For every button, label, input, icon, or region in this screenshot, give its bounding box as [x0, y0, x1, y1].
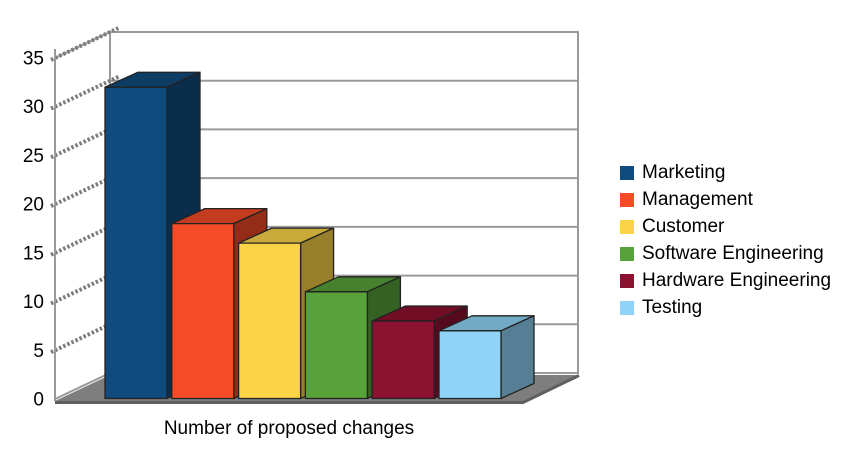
- legend-item: Marketing: [620, 159, 831, 186]
- y-axis-tick-label: 35: [23, 48, 44, 69]
- bar-testing: [438, 315, 535, 400]
- legend-item: Testing: [620, 294, 831, 321]
- x-axis-title: Number of proposed changes: [163, 418, 415, 439]
- legend-item: Software Engineering: [620, 240, 831, 267]
- tick-hatch: [50, 25, 121, 62]
- y-axis-tick-label: 5: [33, 341, 44, 362]
- legend-swatch: [620, 192, 634, 207]
- legend-label: Testing: [642, 296, 703, 318]
- chart-legend: Marketing Management Customer Software Engi…: [620, 159, 831, 321]
- legend-swatch: [620, 219, 634, 234]
- legend-swatch: [620, 165, 634, 180]
- legend-item: Management: [620, 186, 831, 213]
- legend-label: Management: [642, 188, 753, 210]
- legend-item: Hardware Engineering: [620, 267, 831, 294]
- legend-label: Software Engineering: [642, 242, 824, 264]
- y-axis-tick-label: 20: [23, 195, 44, 216]
- y-axis-tick-label: 10: [23, 292, 44, 313]
- legend-swatch: [620, 273, 634, 288]
- y-axis-tick-label: 30: [23, 97, 44, 118]
- legend-item: Customer: [620, 213, 831, 240]
- floor-front-edge: [55, 374, 580, 404]
- left-wall: [54, 30, 111, 401]
- tick-hatch: [50, 74, 121, 111]
- legend-label: Marketing: [642, 161, 726, 183]
- y-axis-tick-label: 25: [23, 146, 44, 167]
- legend-swatch: [620, 246, 634, 261]
- y-axis-tick-label: 15: [23, 243, 44, 264]
- y-axis-tick-label: 0: [33, 390, 44, 411]
- legend-label: Hardware Engineering: [642, 269, 832, 291]
- legend-swatch: [620, 300, 634, 315]
- legend-label: Customer: [642, 215, 725, 237]
